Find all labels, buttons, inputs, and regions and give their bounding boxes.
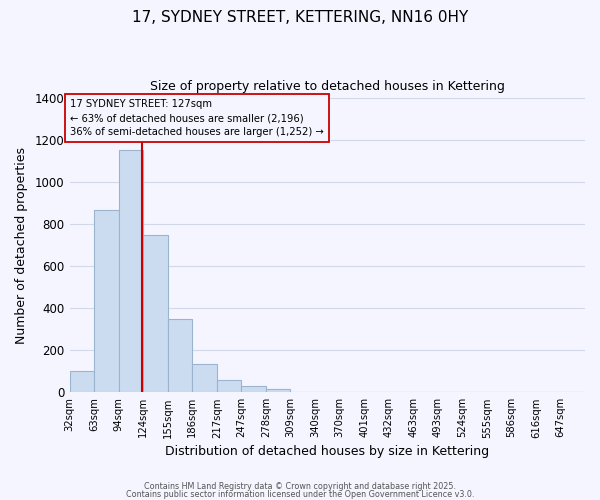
Bar [266, 389, 290, 392]
Bar [241, 386, 266, 392]
Text: Contains public sector information licensed under the Open Government Licence v3: Contains public sector information licen… [126, 490, 474, 499]
Bar [168, 319, 192, 392]
Text: 17 SYDNEY STREET: 127sqm
← 63% of detached houses are smaller (2,196)
36% of sem: 17 SYDNEY STREET: 127sqm ← 63% of detach… [70, 100, 324, 138]
Title: Size of property relative to detached houses in Kettering: Size of property relative to detached ho… [150, 80, 505, 93]
Bar [94, 210, 119, 392]
Bar [217, 380, 241, 392]
Bar [119, 150, 143, 392]
Bar [70, 372, 94, 392]
X-axis label: Distribution of detached houses by size in Kettering: Distribution of detached houses by size … [165, 444, 490, 458]
Text: 17, SYDNEY STREET, KETTERING, NN16 0HY: 17, SYDNEY STREET, KETTERING, NN16 0HY [132, 10, 468, 25]
Bar [192, 364, 217, 392]
Y-axis label: Number of detached properties: Number of detached properties [15, 147, 28, 344]
Text: Contains HM Land Registry data © Crown copyright and database right 2025.: Contains HM Land Registry data © Crown c… [144, 482, 456, 491]
Bar [143, 235, 168, 392]
